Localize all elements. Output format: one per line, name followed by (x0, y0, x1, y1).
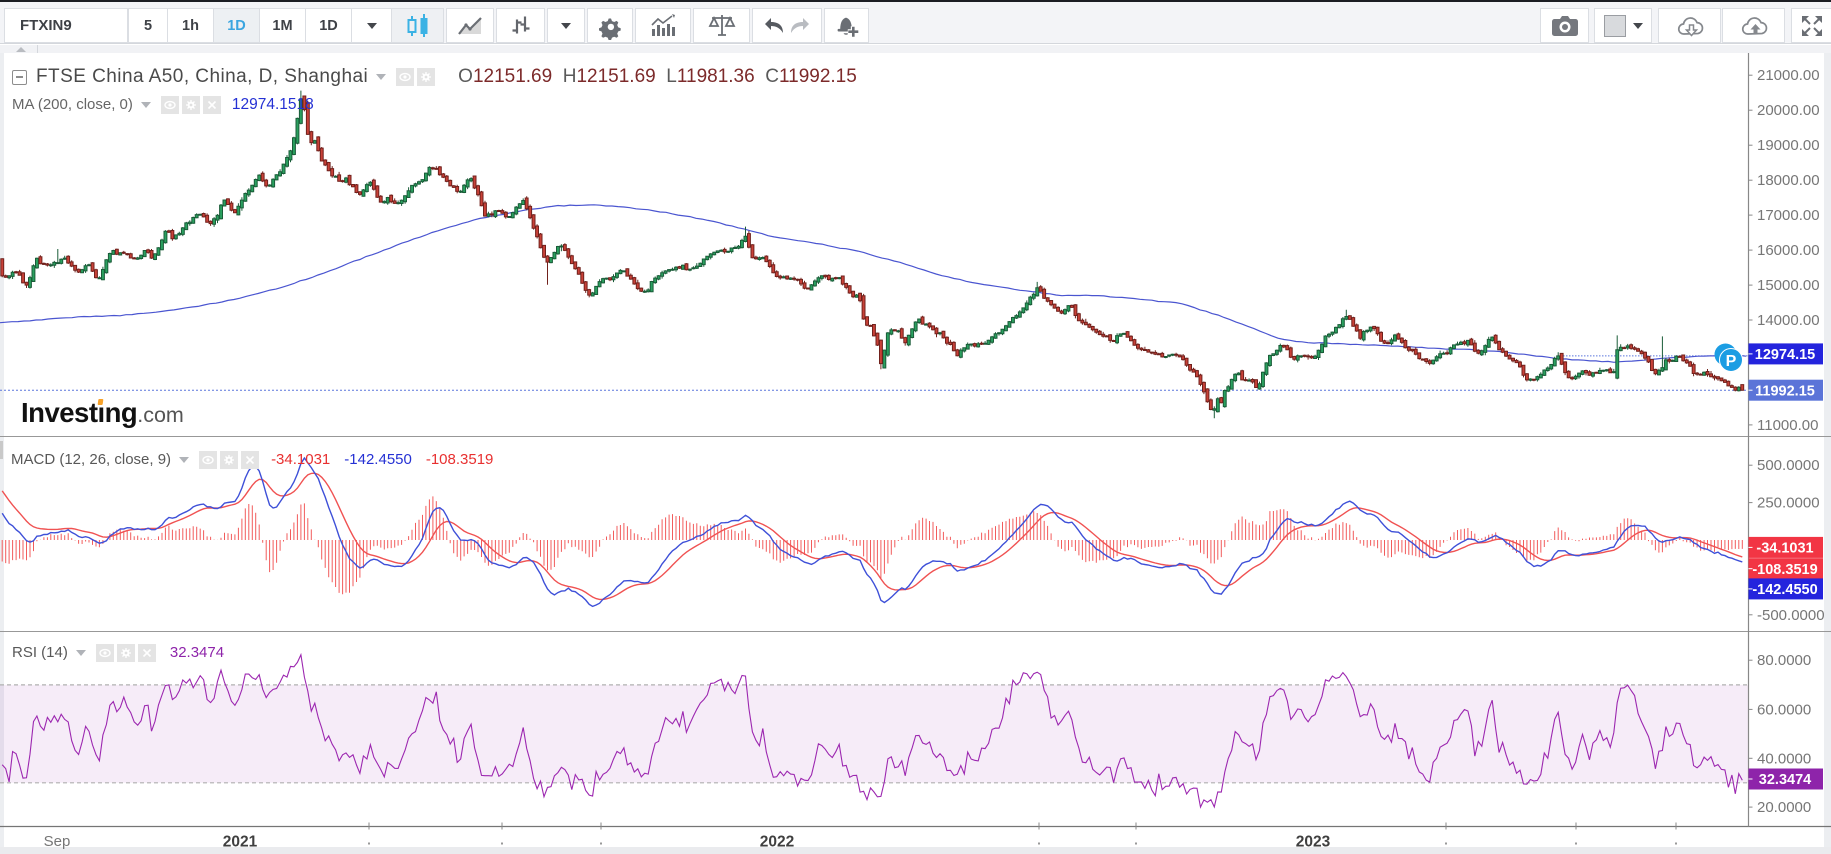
svg-text:-108.3519: -108.3519 (1752, 562, 1817, 578)
svg-text:16000.00: 16000.00 (1757, 242, 1820, 259)
svg-text:2023: 2023 (1296, 834, 1331, 851)
svg-text:-142.4550: -142.4550 (1752, 582, 1817, 598)
svg-text:11992.15: 11992.15 (1755, 383, 1815, 399)
svg-text:60.0000: 60.0000 (1757, 701, 1811, 718)
svg-text:32.3474: 32.3474 (1759, 772, 1811, 788)
svg-text:17000.00: 17000.00 (1757, 207, 1820, 224)
svg-text:12974.15: 12974.15 (1755, 347, 1815, 363)
svg-text:80.0000: 80.0000 (1757, 652, 1811, 669)
svg-text:2021: 2021 (223, 834, 258, 851)
svg-text:11000.00: 11000.00 (1757, 417, 1818, 434)
svg-text:21000.00: 21000.00 (1757, 67, 1820, 84)
svg-text:40.0000: 40.0000 (1757, 750, 1811, 767)
svg-text:-500.0000: -500.0000 (1757, 607, 1825, 624)
svg-text:19000.00: 19000.00 (1757, 137, 1820, 154)
svg-text:Sep: Sep (44, 833, 71, 850)
svg-text:20.0000: 20.0000 (1757, 799, 1811, 816)
svg-text:15000.00: 15000.00 (1757, 277, 1820, 294)
svg-text:2022: 2022 (760, 834, 794, 851)
svg-text:500.0000: 500.0000 (1757, 457, 1820, 474)
svg-text:20000.00: 20000.00 (1757, 102, 1820, 119)
svg-text:-34.1031: -34.1031 (1756, 541, 1813, 557)
svg-text:14000.00: 14000.00 (1757, 312, 1820, 329)
svg-text:250.0000: 250.0000 (1757, 495, 1820, 512)
svg-text:P: P (1726, 353, 1737, 370)
svg-text:18000.00: 18000.00 (1757, 172, 1820, 189)
